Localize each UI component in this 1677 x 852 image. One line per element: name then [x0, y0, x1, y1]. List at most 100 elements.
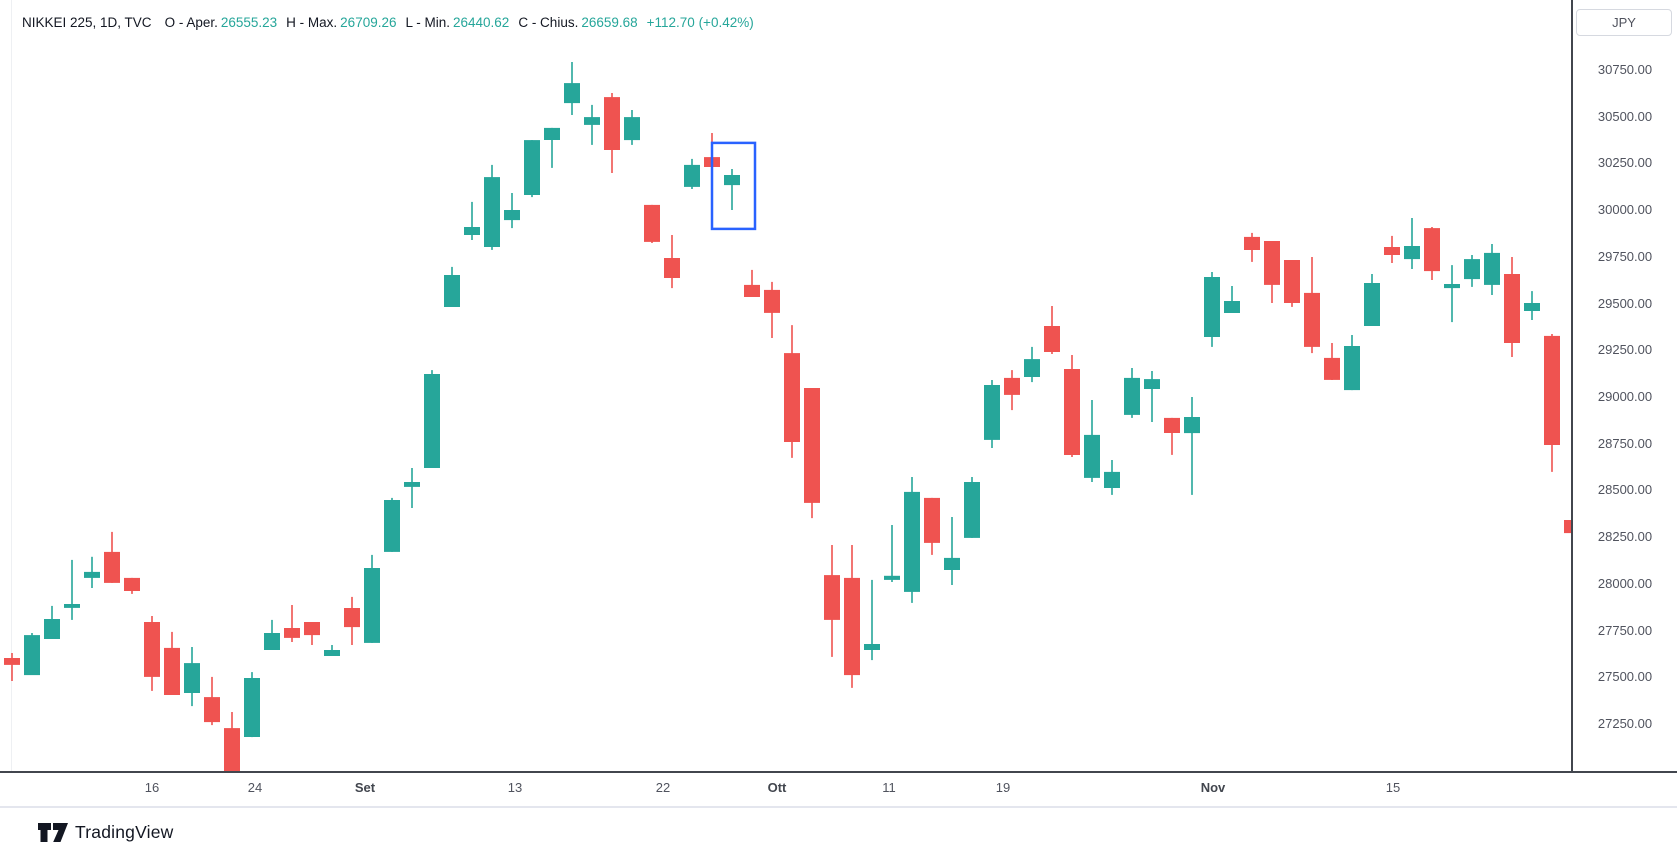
- candle: [864, 579, 880, 661]
- time-axis-label: 19: [995, 780, 1011, 795]
- candle: [1344, 335, 1360, 391]
- tradingview-logo[interactable]: TradingView: [38, 822, 174, 843]
- candle: [104, 531, 120, 583]
- candle: [344, 596, 360, 645]
- legend-low: L - Min. 26440.62: [405, 15, 510, 30]
- candle: [1284, 260, 1300, 307]
- candle: [1124, 368, 1140, 418]
- candle: [1224, 286, 1240, 313]
- candle: [4, 653, 20, 681]
- candle: [1364, 274, 1380, 326]
- candle: [1524, 291, 1540, 320]
- candle: [144, 616, 160, 691]
- candle: [684, 158, 700, 189]
- candle: [584, 104, 600, 145]
- candle: [524, 140, 540, 198]
- candle: [1084, 400, 1100, 482]
- price-axis-label: 30750.00: [1597, 62, 1653, 77]
- candle: [1384, 235, 1400, 263]
- time-axis-separator: [0, 771, 1677, 773]
- change-badge: +112.70 (+0.42%): [646, 15, 754, 30]
- candle: [324, 645, 340, 656]
- candle: [1324, 343, 1340, 380]
- candle: [424, 370, 440, 468]
- price-axis-label: 30250.00: [1597, 155, 1653, 170]
- time-axis-label: Set: [354, 780, 376, 795]
- candle: [1564, 518, 1572, 535]
- candle: [1304, 257, 1320, 354]
- candle: [1044, 306, 1060, 354]
- price-axis-label: 28750.00: [1597, 436, 1653, 451]
- time-axis-label: 16: [144, 780, 160, 795]
- candle: [744, 269, 760, 297]
- candle: [204, 676, 220, 726]
- candle: [564, 62, 580, 115]
- legend-high: H - Max. 26709.26: [286, 15, 397, 30]
- time-axis-label: Nov: [1200, 780, 1226, 795]
- candle: [1404, 218, 1420, 269]
- candle: [724, 169, 740, 210]
- time-axis[interactable]: 16 24 Set 13 22 Ott 11 19 Nov 15: [0, 773, 1677, 806]
- price-axis-label: 28500.00: [1597, 482, 1653, 497]
- candle: [904, 477, 920, 603]
- candle: [264, 619, 280, 650]
- candle: [284, 605, 300, 642]
- price-axis-label: 28000.00: [1597, 576, 1653, 591]
- candle: [844, 545, 860, 688]
- price-axis-label: 30500.00: [1597, 109, 1653, 124]
- price-axis-label: 27500.00: [1597, 669, 1653, 684]
- candle: [1424, 227, 1440, 280]
- chart-bottom-border: [0, 806, 1677, 808]
- candle: [184, 647, 200, 707]
- candle: [444, 266, 460, 307]
- candle: [784, 325, 800, 458]
- price-axis-label: 27250.00: [1597, 716, 1653, 731]
- candle: [624, 110, 640, 145]
- price-axis-label: 30000.00: [1597, 202, 1653, 217]
- candle: [124, 577, 140, 594]
- candle: [1144, 371, 1160, 422]
- highlight-box[interactable]: [710, 141, 757, 231]
- price-axis-separator: [1571, 0, 1573, 808]
- candle: [504, 193, 520, 229]
- price-axis-label: 29250.00: [1597, 342, 1653, 357]
- candle: [44, 605, 60, 639]
- candle: [224, 712, 240, 771]
- candle: [1464, 255, 1480, 287]
- candle: [64, 559, 80, 620]
- symbol-title[interactable]: NIKKEI 225, 1D, TVC: [22, 15, 152, 30]
- candle: [404, 468, 420, 508]
- candle: [544, 127, 560, 168]
- price-axis-label: 29500.00: [1597, 296, 1653, 311]
- time-axis-label: 22: [655, 780, 671, 795]
- candle: [604, 93, 620, 173]
- legend-close: C - Chius. 26659.68: [518, 15, 638, 30]
- candle: [1544, 334, 1560, 472]
- price-axis[interactable]: JPY 30750.00 30500.00 30250.00 30000.00 2975…: [1573, 0, 1677, 771]
- currency-button[interactable]: JPY: [1576, 9, 1672, 36]
- ohlc-legend: NIKKEI 225, 1D, TVC O - Aper. 26555.23 H…: [22, 15, 754, 30]
- time-axis-label: 15: [1385, 780, 1401, 795]
- candle: [364, 554, 380, 643]
- price-axis-label: 28250.00: [1597, 529, 1653, 544]
- candle: [484, 164, 500, 250]
- candle: [1064, 355, 1080, 457]
- candle: [304, 622, 320, 645]
- candle: [804, 388, 820, 519]
- candle: [464, 201, 480, 240]
- candle: [924, 497, 940, 555]
- time-axis-label: Ott: [767, 780, 787, 795]
- candlestick-chart[interactable]: [0, 0, 1572, 771]
- candle: [644, 204, 660, 243]
- candle: [984, 380, 1000, 448]
- candle: [964, 477, 980, 538]
- candle: [244, 672, 260, 738]
- candle: [164, 631, 180, 695]
- time-axis-label: 13: [507, 780, 523, 795]
- chart-plot-area[interactable]: NIKKEI 225, 1D, TVC O - Aper. 26555.23 H…: [0, 0, 1572, 771]
- candle: [1484, 244, 1500, 295]
- candle: [944, 517, 960, 585]
- candle: [1264, 241, 1280, 303]
- candle: [1444, 265, 1460, 323]
